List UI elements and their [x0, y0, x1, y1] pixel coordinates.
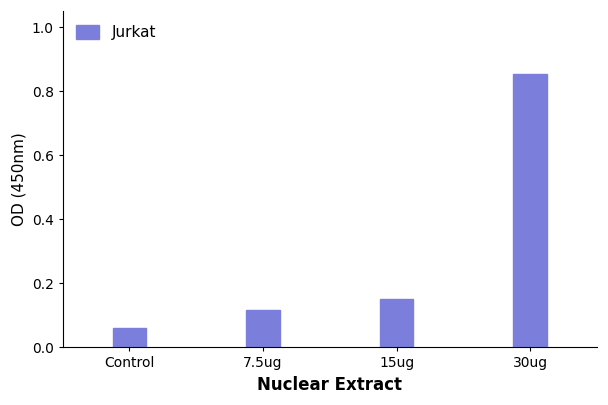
Bar	[380, 299, 413, 347]
Bar	[112, 328, 146, 347]
Y-axis label: OD (450nm): OD (450nm)	[11, 132, 26, 226]
Legend: Jurkat: Jurkat	[71, 19, 162, 46]
X-axis label: Nuclear Extract: Nuclear Extract	[257, 376, 402, 394]
Bar	[513, 74, 547, 347]
Bar	[246, 311, 280, 347]
